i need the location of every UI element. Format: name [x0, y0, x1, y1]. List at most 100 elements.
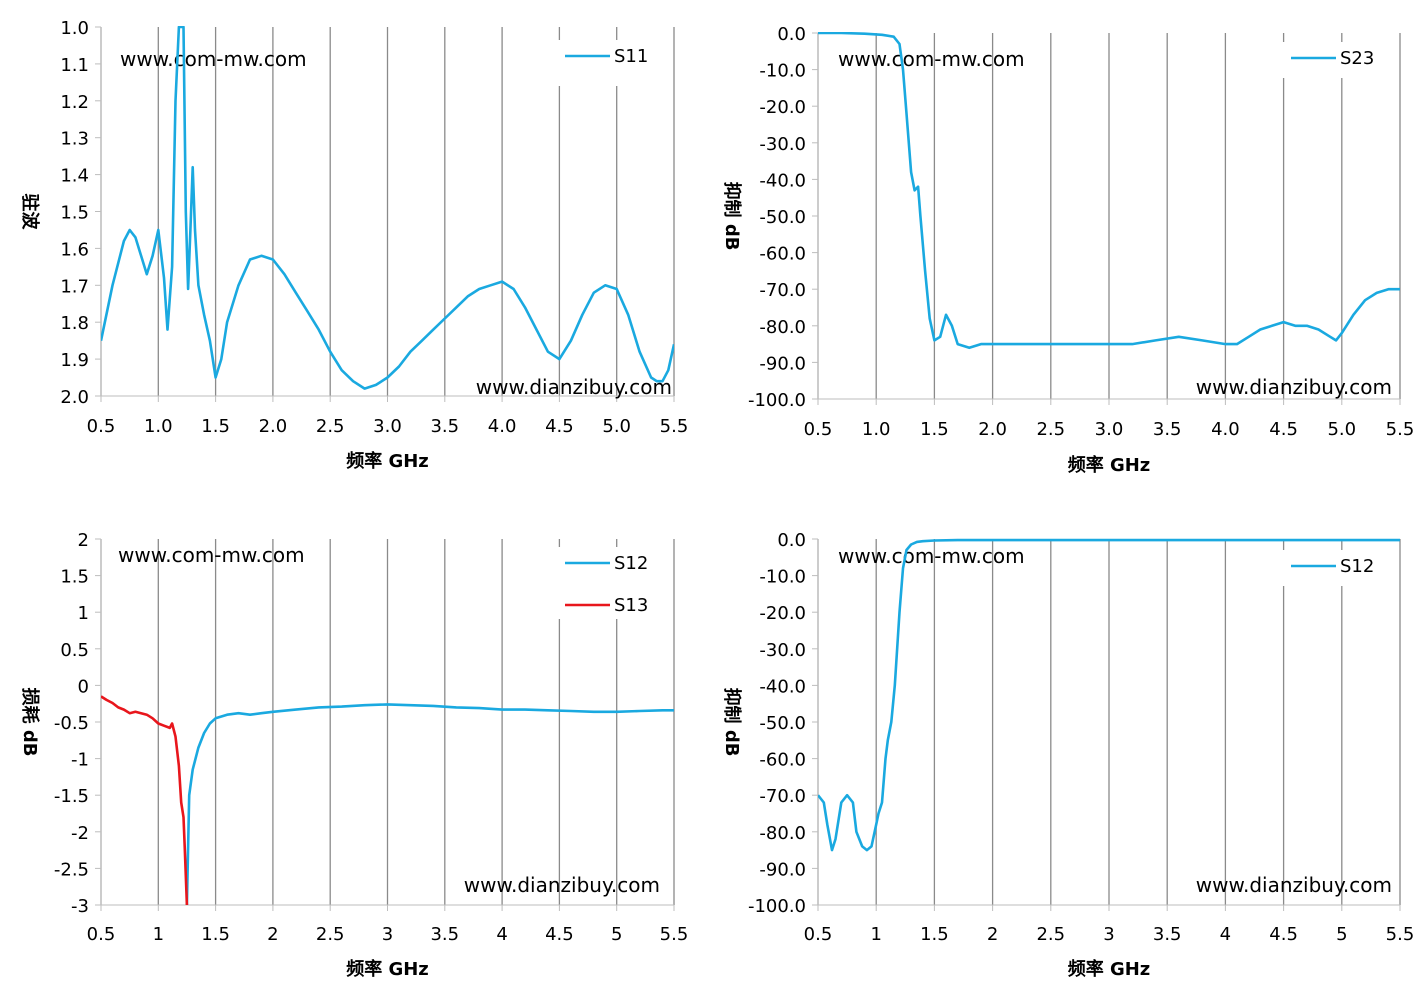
y-tick-label: -2: [71, 823, 89, 844]
x-tick-label: 5.5: [660, 924, 689, 945]
x-tick-label: 1.5: [920, 419, 949, 440]
x-tick-label: 4.5: [545, 924, 574, 945]
y-axis-title: 抑制 dB: [721, 688, 742, 757]
series-line-s13: [101, 695, 189, 906]
y-tick-label: -70.0: [759, 786, 806, 807]
series-line-s11: [101, 26, 674, 390]
x-tick-label: 3.5: [430, 416, 459, 437]
y-tick-label: 1.8: [60, 313, 89, 334]
y-tick-label: -90.0: [759, 859, 806, 880]
y-tick-label: 1.1: [60, 55, 89, 76]
x-tick-label: 4.0: [1211, 419, 1240, 440]
x-tick-label: 2: [267, 924, 278, 945]
x-tick-label: 2.5: [1036, 924, 1065, 945]
y-tick-label: 1.5: [60, 203, 89, 224]
y-tick-label: 0.0: [777, 24, 806, 45]
watermark-bottom: www.dianzibuy.com: [476, 375, 672, 399]
x-tick-label: 0.5: [87, 416, 116, 437]
y-tick-label: -50.0: [759, 207, 806, 228]
y-tick-label: -20.0: [759, 97, 806, 118]
x-tick-label: 2.5: [1036, 419, 1065, 440]
y-tick-label: 1.2: [60, 92, 89, 113]
watermark-bottom: www.dianzibuy.com: [464, 873, 660, 897]
x-tick-label: 5: [1336, 924, 1347, 945]
y-tick-label: -0.5: [54, 713, 89, 734]
y-tick-label: 1.7: [60, 276, 89, 297]
x-tick-label: 1.5: [920, 924, 949, 945]
y-tick-label: 2.0: [60, 387, 89, 408]
y-tick-label: 1.6: [60, 239, 89, 260]
x-tick-label: 5: [611, 924, 622, 945]
x-tick-label: 4: [496, 924, 507, 945]
x-tick-label: 3.5: [430, 924, 459, 945]
y-tick-label: -10.0: [759, 567, 806, 588]
watermark-top: www.com-mw.com: [120, 47, 307, 71]
x-tick-label: 5.5: [660, 416, 689, 437]
legend-box: [555, 547, 671, 619]
series-line-s12: [185, 703, 674, 906]
y-tick-label: 1.5: [60, 567, 89, 588]
x-tick-label: 3.5: [1153, 419, 1182, 440]
y-tick-label: -3: [71, 896, 89, 917]
legend-label-s23: S23: [1340, 48, 1374, 69]
x-tick-label: 2: [987, 924, 998, 945]
legend-label-s13: S13: [614, 595, 648, 616]
x-tick-label: 1.5: [201, 924, 230, 945]
x-tick-label: 5.5: [1386, 924, 1415, 945]
x-tick-label: 4.5: [545, 416, 574, 437]
series-line-s23: [818, 32, 1400, 350]
y-tick-label: 1: [78, 603, 89, 624]
x-tick-label: 0.5: [804, 924, 833, 945]
y-tick-label: -60.0: [759, 244, 806, 265]
y-tick-label: 1.0: [60, 18, 89, 39]
x-tick-label: 3: [382, 924, 393, 945]
x-tick-label: 2.0: [259, 416, 288, 437]
x-tick-label: 0.5: [804, 419, 833, 440]
watermark-top: www.com-mw.com: [118, 543, 305, 567]
x-tick-label: 5.5: [1386, 419, 1415, 440]
y-tick-label: 1.4: [60, 166, 89, 187]
x-tick-label: 4: [1220, 924, 1231, 945]
x-tick-label: 3.0: [1095, 419, 1124, 440]
y-tick-label: -2.5: [54, 859, 89, 880]
watermark-bottom: www.dianzibuy.com: [1196, 873, 1392, 897]
y-axis-title: 抑制 dB: [721, 182, 742, 251]
y-tick-label: -1.5: [54, 786, 89, 807]
x-tick-label: 4.0: [488, 416, 517, 437]
y-tick-label: -20.0: [759, 603, 806, 624]
x-tick-label: 1: [870, 924, 881, 945]
watermark-top: www.com-mw.com: [838, 47, 1025, 71]
y-tick-label: 0.5: [60, 640, 89, 661]
x-tick-label: 4.5: [1269, 419, 1298, 440]
x-tick-label: 2.5: [316, 924, 345, 945]
x-tick-label: 3.5: [1153, 924, 1182, 945]
x-tick-label: 1.0: [144, 416, 173, 437]
legend-box: [1281, 550, 1397, 586]
y-tick-label: -90.0: [759, 353, 806, 374]
y-tick-label: -60.0: [759, 750, 806, 771]
y-tick-label: -100.0: [748, 390, 806, 411]
x-tick-label: 2.0: [978, 419, 1007, 440]
legend-label-s12: S12: [614, 553, 648, 574]
legend-label-s11: S11: [614, 46, 648, 67]
x-tick-label: 0.5: [87, 924, 116, 945]
x-tick-label: 5.0: [1327, 419, 1356, 440]
watermark-top: www.com-mw.com: [838, 544, 1025, 568]
y-axis-title: 损耗 dB: [19, 688, 41, 757]
watermark-bottom: www.dianzibuy.com: [1196, 375, 1392, 399]
y-tick-label: 1.9: [60, 350, 89, 371]
x-axis-title: 频率 GHz: [346, 958, 429, 980]
y-tick-label: -1: [71, 750, 89, 771]
y-tick-label: -40.0: [759, 170, 806, 191]
legend-label-s12: S12: [1340, 556, 1374, 577]
y-tick-label: 0: [78, 676, 89, 697]
y-tick-label: -10.0: [759, 61, 806, 82]
y-tick-label: -80.0: [759, 823, 806, 844]
x-axis-title: 频率 GHz: [1068, 958, 1151, 980]
x-axis-title: 频率 GHz: [346, 450, 429, 472]
y-tick-label: -100.0: [748, 896, 806, 917]
y-tick-label: -30.0: [759, 640, 806, 661]
y-tick-label: 1.3: [60, 129, 89, 150]
